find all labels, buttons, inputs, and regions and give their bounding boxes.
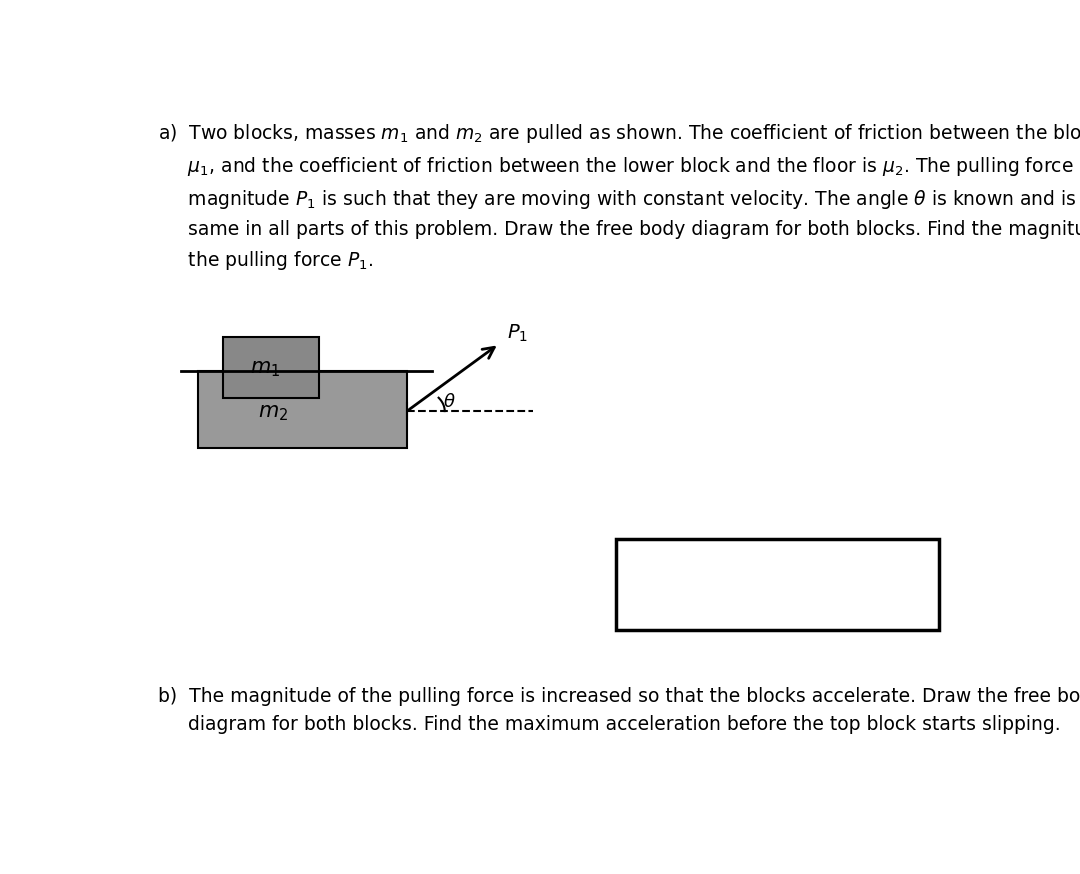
Text: $m_2$: $m_2$ — [258, 403, 288, 423]
Text: Answer:: Answer: — [632, 551, 703, 569]
Bar — [617, 539, 939, 630]
Text: $\theta$: $\theta$ — [443, 393, 455, 412]
Text: $P_1$ =: $P_1$ = — [643, 595, 680, 615]
Text: b)  The magnitude of the pulling force is increased so that the blocks accelerat: b) The magnitude of the pulling force is… — [159, 687, 1080, 734]
Text: $m_1$: $m_1$ — [249, 358, 280, 378]
Text: a)  Two blocks, masses $m_1$ and $m_2$ are pulled as shown. The coefficient of f: a) Two blocks, masses $m_1$ and $m_2$ ar… — [159, 121, 1080, 273]
Text: $P_1$: $P_1$ — [508, 323, 528, 344]
Bar — [222, 337, 320, 398]
Bar — [198, 371, 407, 448]
